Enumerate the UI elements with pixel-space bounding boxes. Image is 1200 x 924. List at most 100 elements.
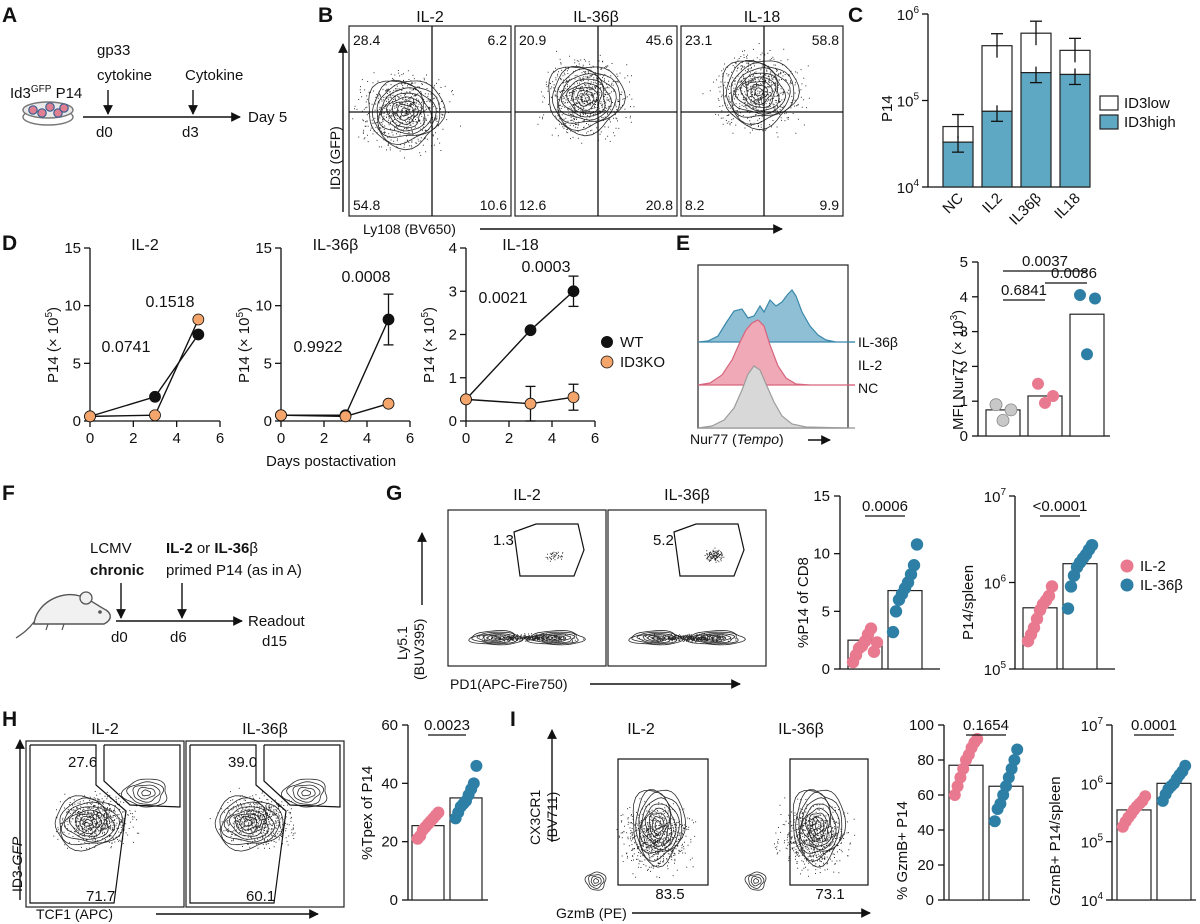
panel-f-schematic: LCMV chronic IL-2 or IL-36β primed P14 (… xyxy=(15,540,306,650)
arrow1-line2: cytokine xyxy=(97,67,152,84)
e-hist-xlabel-end: ) xyxy=(779,431,784,447)
contour-ring xyxy=(576,89,595,107)
g-bar-ytick-label: 107 xyxy=(984,487,1007,506)
contour-ring xyxy=(534,632,576,644)
contour-ring xyxy=(754,87,764,97)
contour-ring xyxy=(739,76,777,108)
panel-c-chart: 104 105 106 NC IL2 IL36β IL18 P14 ID3low ID3hi… xyxy=(879,5,1176,229)
g-plot-frame xyxy=(607,509,767,667)
g-pvalue: <0.0001 xyxy=(1033,498,1088,515)
e-hist-il2 xyxy=(697,319,848,386)
i-contour-low xyxy=(584,871,607,891)
h-bar-ytick-label: 20 xyxy=(381,834,398,851)
d-ytick-label: 5 xyxy=(264,355,272,372)
c-bar-id3high xyxy=(1059,73,1091,188)
contour-ring xyxy=(529,631,579,645)
h-plot-frame xyxy=(185,740,345,908)
b-plot-title: IL-36β xyxy=(573,9,619,26)
contour-ring xyxy=(223,806,269,840)
e-ytick-label: 0 xyxy=(960,428,968,445)
panel-label-b: B xyxy=(318,4,333,27)
g-point xyxy=(1042,589,1056,603)
f-d15: d15 xyxy=(262,633,287,650)
i-gate-value: 83.5 xyxy=(655,886,684,903)
panel-b-flow: IL-2 28.4 6.2 54.8 10.6 IL-36β 20.9 45.6 12.6 20.… xyxy=(327,9,844,237)
c-bar-id3high xyxy=(1020,72,1052,188)
e-ytick-label: 1 xyxy=(960,393,968,410)
h-plot-frame xyxy=(25,740,185,908)
d-ytick-label: 15 xyxy=(255,240,272,257)
contour-ring xyxy=(68,809,106,837)
d-series-line xyxy=(89,319,199,418)
contour-ring xyxy=(551,636,562,640)
contour-ring xyxy=(63,806,109,840)
contour-ring xyxy=(588,874,605,889)
b-quad-ll: 8.2 xyxy=(685,197,705,213)
i-ylabel1: CX3CR1 xyxy=(527,790,543,845)
contour-ring xyxy=(651,636,661,640)
i-contour-low xyxy=(744,871,767,891)
d-xtick-label: 4 xyxy=(172,430,180,447)
b-quad-lr: 10.6 xyxy=(480,197,507,213)
contour-ring xyxy=(137,786,156,800)
h-bar-ytick-label: 0 xyxy=(390,892,398,909)
contour-ring xyxy=(584,871,607,891)
d-ylabel: P14 (× 105) xyxy=(235,307,253,383)
i-point xyxy=(1008,754,1021,766)
contour-ring xyxy=(652,815,665,835)
c-xtick-label: IL18 xyxy=(1051,190,1084,223)
e-bar xyxy=(1069,313,1105,437)
e-ytick-label: 3 xyxy=(960,324,968,341)
d-ytick-label: 15 xyxy=(64,240,81,257)
e-ytick-label: 5 xyxy=(960,254,968,271)
contour-ring xyxy=(560,78,606,118)
e-hist-nc xyxy=(697,365,849,429)
svg-text:ID3-GFP: ID3-GFP xyxy=(9,836,25,892)
panel-label-d: D xyxy=(2,232,17,255)
g-point xyxy=(870,636,884,649)
f-il2: IL-2 xyxy=(166,540,193,557)
f-chronic: chronic xyxy=(90,562,144,579)
panel-label-h: H xyxy=(2,708,17,731)
contour-ring xyxy=(228,809,266,837)
h-point xyxy=(432,806,445,819)
d-legend-ko-dot xyxy=(600,355,614,369)
contour-ring xyxy=(694,632,736,644)
d-ytick-label: 3 xyxy=(449,283,457,300)
d-plot-title: IL-36β xyxy=(313,237,359,254)
g-bar xyxy=(1062,563,1098,670)
d-legend-wt-dot xyxy=(601,336,613,348)
i-contour-main xyxy=(632,789,687,868)
h-ylabel-it: GFP xyxy=(9,836,25,865)
g-point xyxy=(864,622,878,635)
d-ytick-label: 0 xyxy=(73,413,81,430)
contour-ring xyxy=(286,781,325,805)
i-bar-ytick-label: 40 xyxy=(917,822,934,839)
contour-ring xyxy=(141,789,151,797)
contour-ring xyxy=(54,795,124,852)
contour-ring xyxy=(551,65,621,132)
d-series-line xyxy=(465,290,574,400)
i-point xyxy=(1179,759,1192,772)
contour-ring xyxy=(812,815,825,835)
contour-ring xyxy=(750,83,769,101)
contour-ring xyxy=(636,632,674,644)
g-plot-title: IL-2 xyxy=(513,487,541,504)
panel-i: IL-2 83.5 IL-36β 73.1 CX3CR1 (BV711) GzmB (… xyxy=(527,716,1196,921)
contour-ring xyxy=(548,66,626,137)
h-ylabel: ID3- xyxy=(9,865,25,892)
contour-ring xyxy=(792,789,847,868)
d-series-line xyxy=(465,396,574,405)
i-bar-ytick-label: 100 xyxy=(909,717,934,734)
contour-ring xyxy=(239,815,258,831)
h-plot-title: IL-36β xyxy=(242,721,288,738)
d-ytick-label: 4 xyxy=(449,240,457,257)
g-legend-il36-dot xyxy=(1120,578,1134,592)
b-contour xyxy=(722,59,800,131)
contour-ring xyxy=(748,874,765,889)
h-pvalue: 0.0023 xyxy=(424,717,470,734)
d-plot-title: IL-2 xyxy=(131,237,159,254)
i-bar-ytick-label: 107 xyxy=(1081,716,1104,735)
d-ytick-label: 0 xyxy=(449,413,457,430)
e-ytick-label: 4 xyxy=(960,289,968,306)
